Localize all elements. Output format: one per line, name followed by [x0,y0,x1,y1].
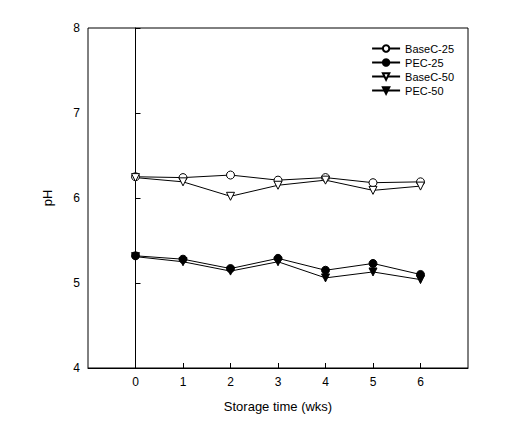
svg-text:6: 6 [73,191,80,205]
svg-text:BaseC-50: BaseC-50 [405,71,454,83]
svg-text:BaseC-25: BaseC-25 [405,43,454,55]
svg-text:5: 5 [73,276,80,290]
svg-text:4: 4 [322,375,329,389]
svg-text:5: 5 [370,375,377,389]
svg-text:Storage time (wks): Storage time (wks) [224,399,332,414]
svg-text:8: 8 [73,21,80,35]
svg-text:PEC-25: PEC-25 [405,57,444,69]
svg-text:7: 7 [73,106,80,120]
svg-text:2: 2 [227,375,234,389]
svg-text:PEC-50: PEC-50 [405,85,444,97]
svg-text:3: 3 [275,375,282,389]
svg-text:1: 1 [180,375,187,389]
svg-text:6: 6 [417,375,424,389]
svg-text:0: 0 [132,375,139,389]
svg-text:pH: pH [40,190,55,207]
svg-text:4: 4 [73,361,80,375]
